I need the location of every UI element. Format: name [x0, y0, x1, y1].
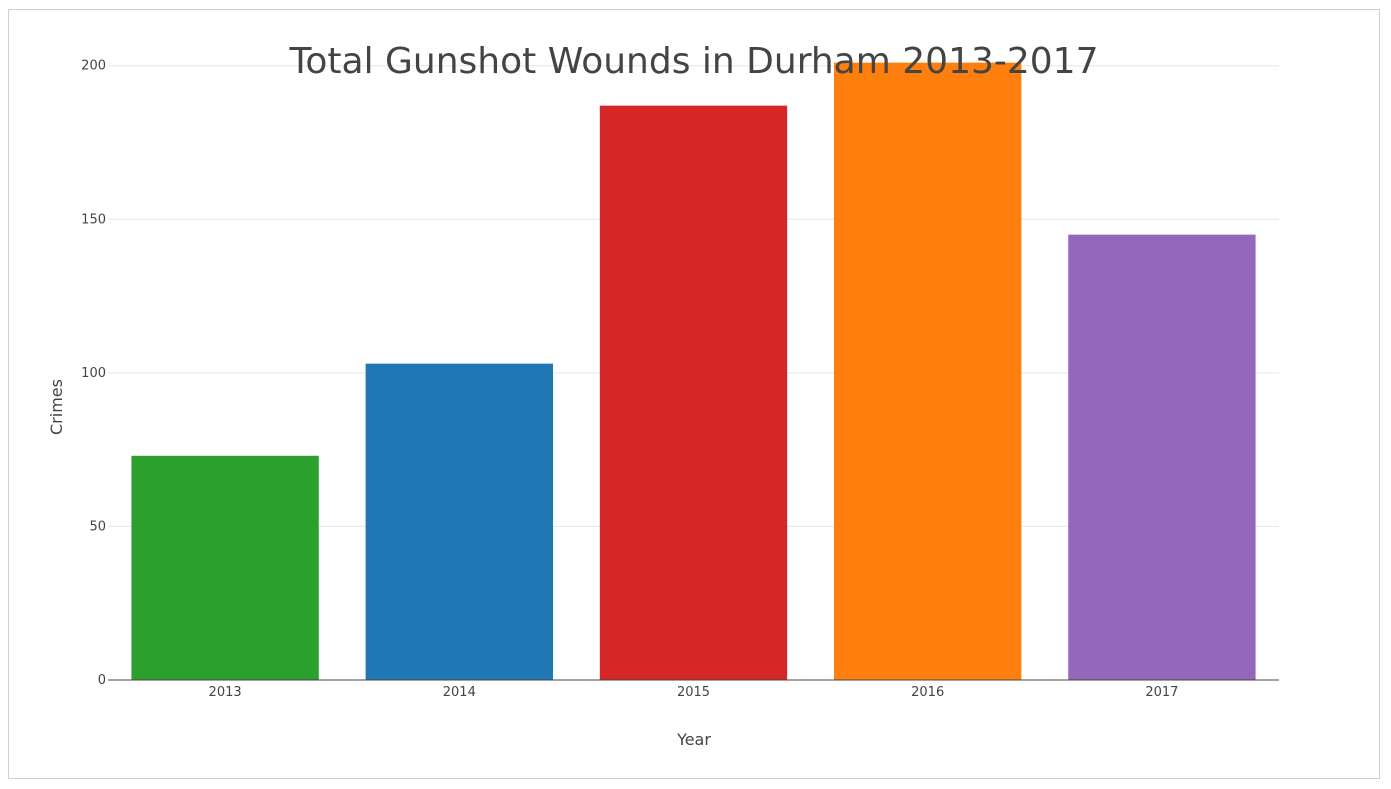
x-axis-label: Year	[676, 730, 711, 749]
bar-2014[interactable]	[365, 363, 553, 680]
x-tick-label: 2015	[677, 685, 710, 700]
x-tick-labels: 2013 2014 2015 2016 2017	[209, 685, 1179, 700]
y-tick-labels: 0 50 100 150 200	[81, 59, 106, 688]
bar-2013[interactable]	[131, 455, 319, 680]
x-tick-label: 2013	[209, 685, 242, 700]
x-tick-label: 2016	[911, 685, 944, 700]
bar-2016[interactable]	[834, 62, 1022, 680]
chart-title: Total Gunshot Wounds in Durham 2013-2017	[289, 41, 1099, 82]
bars	[131, 62, 1256, 680]
y-tick-label: 200	[81, 59, 106, 74]
bar-2015[interactable]	[599, 105, 788, 680]
y-tick-label: 150	[81, 212, 106, 227]
x-tick-label: 2017	[1145, 685, 1178, 700]
x-tick-label: 2014	[443, 685, 476, 700]
y-tick-label: 50	[89, 519, 106, 534]
y-tick-label: 100	[81, 366, 106, 381]
y-axis-label: Crimes	[47, 379, 66, 435]
y-tick-label: 0	[98, 673, 106, 688]
bar-2017[interactable]	[1068, 234, 1256, 680]
